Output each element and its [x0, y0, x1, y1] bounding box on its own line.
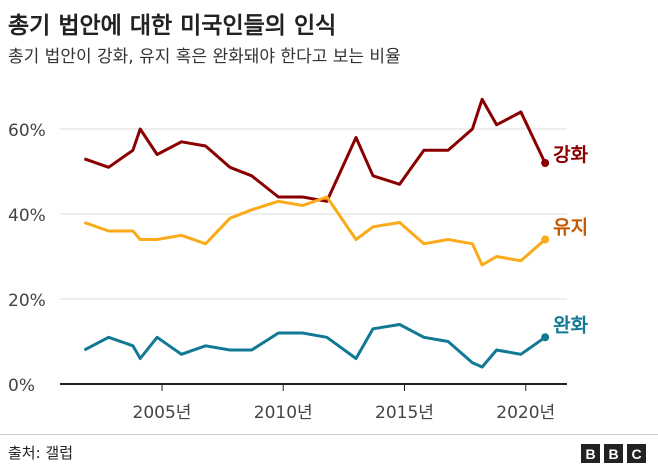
series-label: 유지: [553, 217, 588, 239]
series-end-point: [541, 235, 550, 244]
footer-divider: [0, 434, 658, 435]
series-line-유지: [83, 195, 547, 267]
chart-subtitle: 총기 법안이 강화, 유지 혹은 완화돼야 한다고 보는 비율: [8, 47, 401, 67]
y-tick-label: 20%: [8, 291, 46, 311]
source-note: 출처: 갤럽: [8, 444, 74, 462]
y-tick-label: 60%: [8, 121, 46, 141]
x-tick-label: 2010년: [254, 403, 313, 423]
series-end-point: [541, 333, 550, 342]
series-label: 강화: [553, 144, 588, 166]
x-tick-label: 2015년: [375, 403, 434, 423]
chart-title: 총기 법안에 대한 미국인들의 인식: [8, 13, 337, 39]
x-tick-label: 2020년: [496, 403, 555, 423]
series-line-완화: [83, 323, 546, 369]
series-line-강화: [83, 97, 547, 203]
series-label: 완화: [553, 314, 588, 336]
y-tick-label: 40%: [8, 206, 46, 226]
series-end-point: [541, 159, 550, 167]
y-tick-label: 0%: [8, 376, 35, 396]
x-tick-label: 2005년: [133, 403, 192, 423]
